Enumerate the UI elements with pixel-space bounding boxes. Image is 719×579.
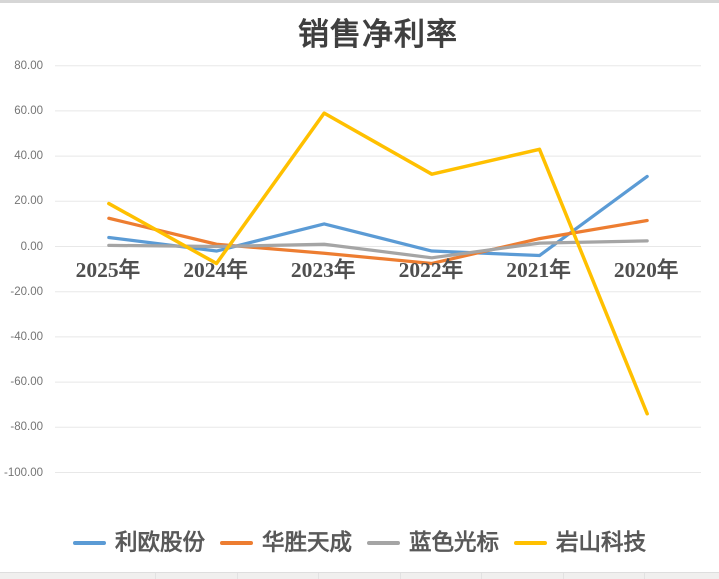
legend-item-1[interactable]: 华胜天成 [219,528,352,558]
y-axis-tick-label: -40.00 [10,330,43,343]
y-axis-tick-label: 40.00 [14,150,43,163]
window-top-border [0,0,719,3]
cell-divider [155,573,156,579]
table-row-strip [0,572,719,579]
y-axis-tick-label: -20.00 [10,285,43,298]
legend-item-0[interactable]: 利欧股份 [72,528,205,558]
legend-swatch [219,540,253,546]
legend-label: 利欧股份 [114,530,205,555]
y-axis-tick-label: -100.00 [3,466,43,479]
x-axis-category-label: 2023年 [290,258,356,282]
chart-title: 销售净利率 [298,17,458,52]
y-axis-tick-label: 60.00 [14,104,43,117]
cell-divider [400,573,401,579]
x-axis-category-label: 2024年 [183,258,248,282]
x-axis-category-label: 2022年 [398,258,464,282]
legend-item-3[interactable]: 岩山科技 [514,528,646,558]
legend-swatch [514,540,548,546]
y-axis-tick-label: 0.00 [20,240,43,253]
y-axis-tick-label: 20.00 [14,195,43,208]
series-line-2 [107,239,649,260]
legend-swatch [367,540,400,546]
cell-divider [644,573,645,579]
cell-divider [237,573,238,579]
chart-legend: 利欧股份 华胜天成 蓝色光标 岩山科技 [0,523,719,563]
y-axis-tick-label: -80.00 [10,421,43,434]
x-axis-category-label: 2025年 [75,258,141,282]
cell-divider [481,573,482,579]
series-line-1 [107,216,649,266]
cell-divider [318,573,319,579]
y-axis-tick-label: 80.00 [14,59,43,72]
x-axis-category-label: 2021年 [506,258,571,282]
cell-divider [563,573,564,579]
y-axis-tick-label: -60.00 [10,376,43,389]
legend-label: 蓝色光标 [409,530,500,555]
legend-item-2[interactable]: 蓝色光标 [367,528,499,558]
series-line-3 [107,111,649,416]
x-axis-category-label: 2020年 [613,258,679,282]
legend-label: 华胜天成 [261,530,352,555]
legend-label: 岩山科技 [556,530,647,555]
legend-swatch [72,540,106,546]
